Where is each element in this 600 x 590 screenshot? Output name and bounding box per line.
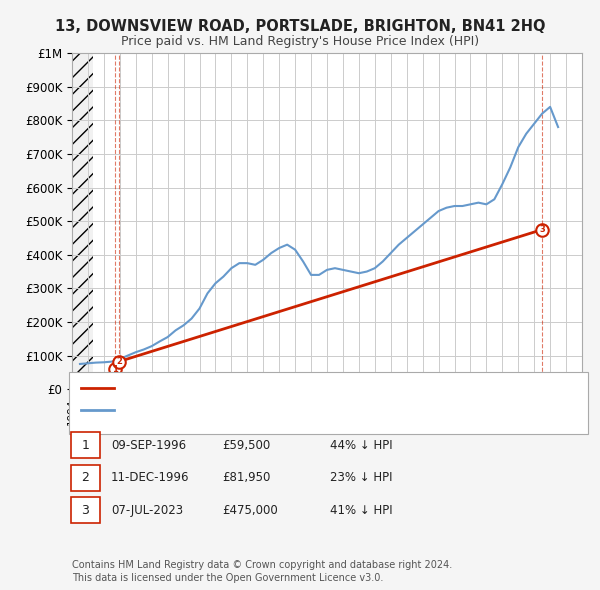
Text: £81,950: £81,950 xyxy=(222,471,271,484)
Text: 3: 3 xyxy=(539,225,545,234)
Text: 13, DOWNSVIEW ROAD, PORTSLADE, BRIGHTON, BN41 2HQ (detached house): 13, DOWNSVIEW ROAD, PORTSLADE, BRIGHTON,… xyxy=(120,383,527,392)
Text: 11-DEC-1996: 11-DEC-1996 xyxy=(111,471,190,484)
Text: 44% ↓ HPI: 44% ↓ HPI xyxy=(330,439,392,452)
Text: 41% ↓ HPI: 41% ↓ HPI xyxy=(330,504,392,517)
Text: Price paid vs. HM Land Registry's House Price Index (HPI): Price paid vs. HM Land Registry's House … xyxy=(121,35,479,48)
Text: 2: 2 xyxy=(82,471,89,484)
Text: £475,000: £475,000 xyxy=(222,504,278,517)
Text: 1: 1 xyxy=(112,365,118,373)
Text: This data is licensed under the Open Government Licence v3.0.: This data is licensed under the Open Gov… xyxy=(72,573,383,583)
Text: 09-SEP-1996: 09-SEP-1996 xyxy=(111,439,186,452)
Text: 1: 1 xyxy=(82,439,89,452)
Text: 3: 3 xyxy=(82,504,89,517)
Text: 23% ↓ HPI: 23% ↓ HPI xyxy=(330,471,392,484)
Text: 13, DOWNSVIEW ROAD, PORTSLADE, BRIGHTON, BN41 2HQ: 13, DOWNSVIEW ROAD, PORTSLADE, BRIGHTON,… xyxy=(55,19,545,34)
Text: 2: 2 xyxy=(116,357,122,366)
Text: Contains HM Land Registry data © Crown copyright and database right 2024.: Contains HM Land Registry data © Crown c… xyxy=(72,559,452,569)
Text: £59,500: £59,500 xyxy=(222,439,270,452)
Text: HPI: Average price, detached house, Brighton and Hove: HPI: Average price, detached house, Brig… xyxy=(120,405,410,415)
Bar xyxy=(72,53,93,389)
Text: 07-JUL-2023: 07-JUL-2023 xyxy=(111,504,183,517)
